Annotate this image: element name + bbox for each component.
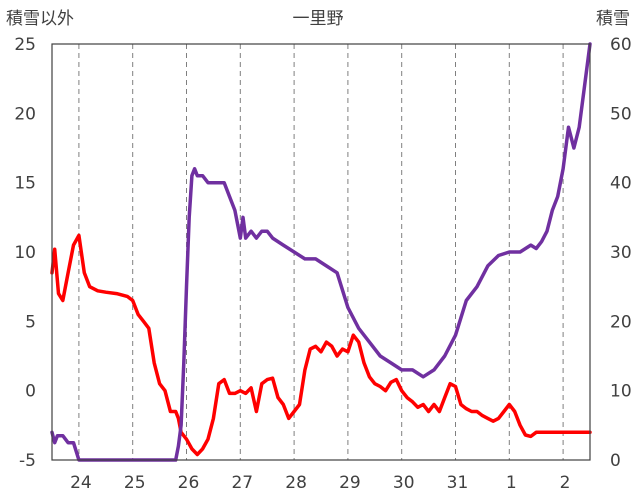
y-right-tick-label: 30 bbox=[610, 243, 632, 263]
x-tick-label: 31 bbox=[447, 473, 469, 493]
series-line-other bbox=[50, 233, 592, 457]
x-tick-label: 25 bbox=[124, 473, 146, 493]
y-right-tick-label: 60 bbox=[610, 35, 632, 55]
y-left-tick-label: 10 bbox=[14, 243, 36, 263]
series-line-snow bbox=[50, 42, 592, 462]
x-tick-label: 1 bbox=[506, 473, 517, 493]
y-left-tick-label: 5 bbox=[25, 312, 36, 332]
x-tick-label: 26 bbox=[178, 473, 200, 493]
x-tick-label: 27 bbox=[231, 473, 253, 493]
x-tick-label: 30 bbox=[393, 473, 415, 493]
x-tick-label: 28 bbox=[285, 473, 307, 493]
y-right-tick-label: 50 bbox=[610, 104, 632, 124]
y-left-tick-label: 0 bbox=[25, 382, 36, 402]
grid-lines bbox=[78, 44, 564, 460]
series-layer bbox=[50, 42, 592, 462]
y-right-tick-label: 20 bbox=[610, 312, 632, 332]
y-left-tick-label: -5 bbox=[19, 451, 36, 471]
y-right-tick-label: 40 bbox=[610, 174, 632, 194]
chart-title: 一里野 bbox=[293, 9, 344, 29]
plot-border bbox=[51, 43, 591, 461]
y-left-tick-label: 20 bbox=[14, 104, 36, 124]
y-axis-right-label: 積雪 bbox=[596, 9, 630, 29]
y-left-tick-label: 25 bbox=[14, 35, 36, 55]
y-axis-left-label: 積雪以外 bbox=[6, 9, 74, 29]
x-tick-label: 24 bbox=[70, 473, 92, 493]
y-right-tick-label: 10 bbox=[610, 382, 632, 402]
x-tick-label: 2 bbox=[560, 473, 571, 493]
axis-labels: -5 0 5 10 15 20 25 0 10 20 30 40 50 60 24 25 26 27 28 29 30 3… bbox=[14, 35, 631, 493]
y-right-tick-label: 0 bbox=[610, 451, 621, 471]
y-left-tick-label: 15 bbox=[14, 174, 36, 194]
x-tick-label: 29 bbox=[339, 473, 361, 493]
